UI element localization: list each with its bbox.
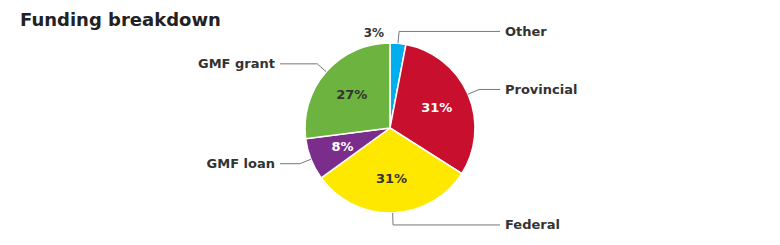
data-label: 8% — [332, 139, 354, 154]
leader-line — [280, 159, 311, 163]
data-label: 31% — [421, 100, 452, 115]
chart: Funding breakdown 3% Other 31% Provincial 31%… — [0, 0, 780, 245]
data-label: 3% — [364, 26, 384, 40]
category-label: Other — [505, 24, 547, 39]
leader-line — [398, 31, 500, 43]
data-label: 27% — [336, 87, 367, 102]
pie — [305, 43, 475, 213]
leader-line — [280, 64, 326, 72]
category-label: GMF loan — [207, 156, 275, 171]
title: Funding breakdown — [20, 9, 221, 30]
labels: 3% Other 31% Provincial 31% Federal 8% GMF loan… — [198, 24, 577, 233]
category-label: Federal — [505, 217, 560, 232]
leader-line — [393, 213, 500, 225]
category-label: Provincial — [505, 82, 577, 97]
data-label: 31% — [376, 171, 407, 186]
pie-slice — [321, 128, 462, 213]
category-label: GMF grant — [198, 56, 275, 71]
pie-slice — [305, 43, 390, 139]
leader-line — [468, 89, 500, 94]
